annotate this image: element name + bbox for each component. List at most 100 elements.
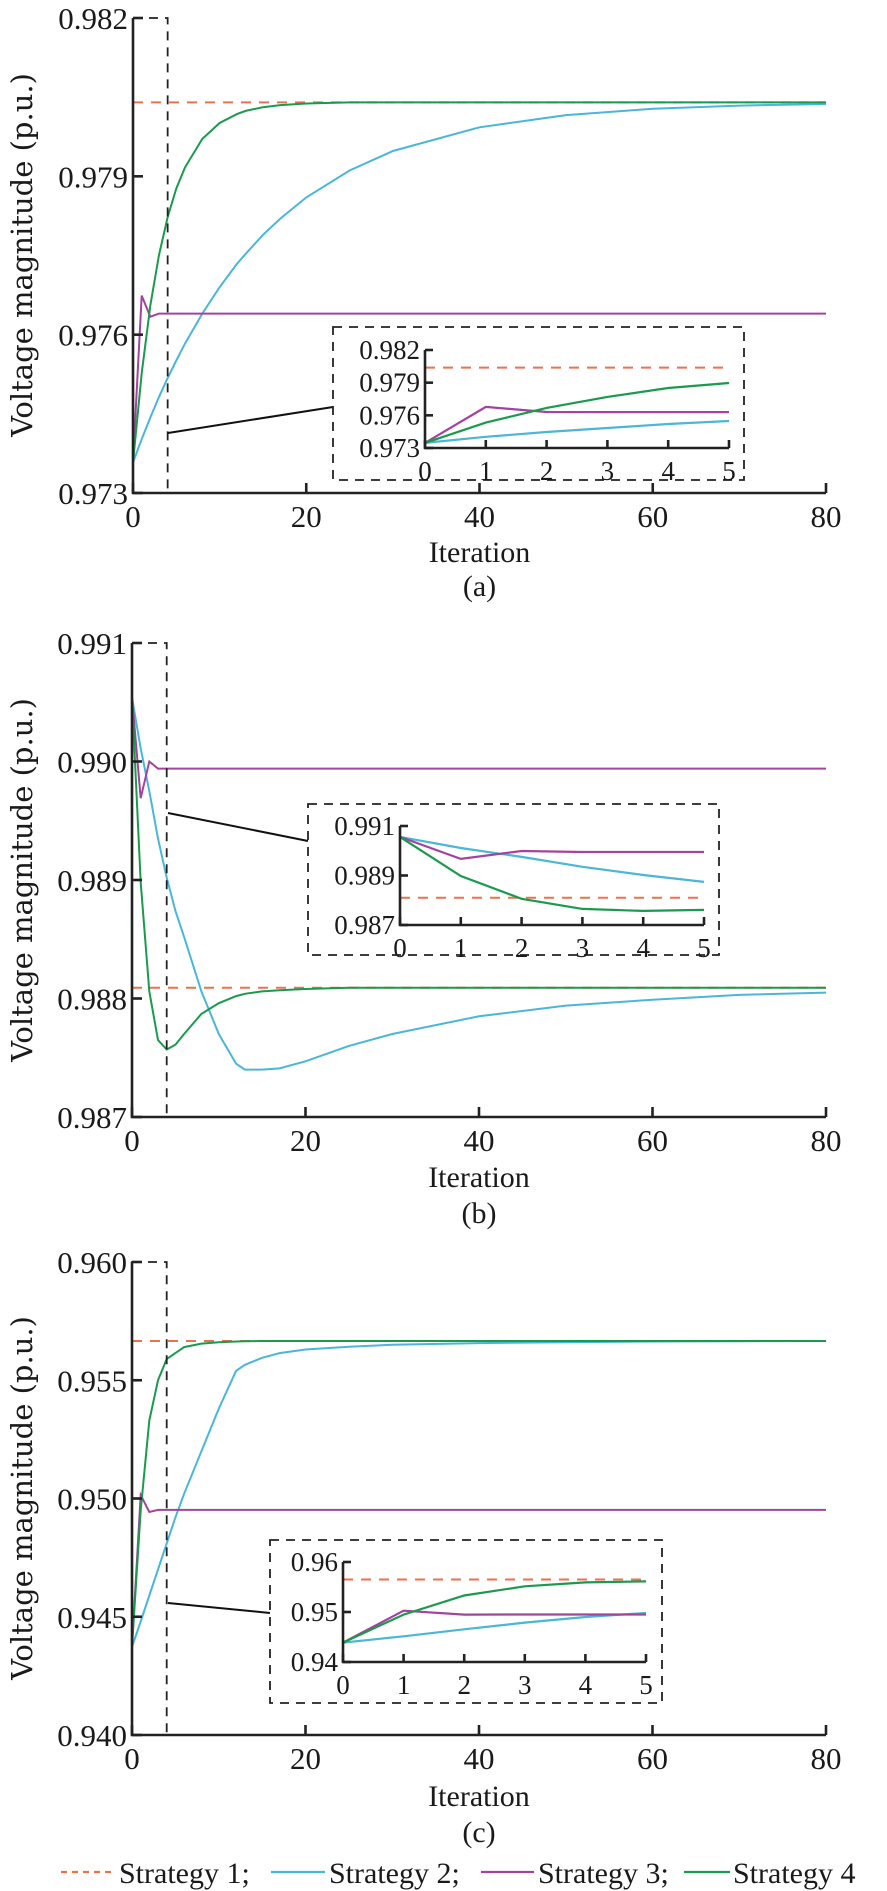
inset-x-tick-label: 4 xyxy=(636,933,650,963)
inset-x-tick-label: 3 xyxy=(601,456,615,486)
axes-lines xyxy=(130,643,826,1119)
x-tick-label: 80 xyxy=(811,1123,842,1158)
y-tick-label: 0.973 xyxy=(58,476,128,511)
legend-label-strategy-1: Strategy 1; xyxy=(119,1857,250,1890)
y-tick-label: 0.976 xyxy=(58,318,128,353)
inset-plot: 0 1 2 3 4 5 0.987 0.989 0.991 xyxy=(334,811,711,963)
legend: Strategy 1; Strategy 2; Strategy 3; Strateg… xyxy=(61,1857,855,1890)
inset-y-tick-label: 0.973 xyxy=(359,433,420,463)
inset-series-line-strategy-4 xyxy=(399,835,705,913)
panel-label: (a) xyxy=(463,570,496,603)
x-tick-label: 40 xyxy=(464,499,495,534)
x-axis-title: Iteration xyxy=(429,536,531,569)
legend-label-strategy-2: Strategy 2; xyxy=(329,1857,460,1890)
y-tick-label: 0.987 xyxy=(57,1100,127,1135)
inset-x-tick-label: 0 xyxy=(336,1670,350,1700)
y-tick-label: 0.945 xyxy=(57,1600,127,1635)
panel-c: 0 20 40 60 80 0.940 0.945 0.950 0.955 0.960 0 1 2 3 4 5… xyxy=(5,1245,842,1849)
x-tick-label: 20 xyxy=(291,499,322,534)
inset-series-line-strategy-2 xyxy=(342,1611,647,1644)
x-tick-label: 0 xyxy=(124,1123,140,1158)
x-tick-label: 40 xyxy=(464,1123,495,1158)
inset-x-tick-label: 3 xyxy=(518,1670,532,1700)
inset-axes-lines xyxy=(341,1562,646,1664)
y-tick-label: 0.950 xyxy=(57,1482,127,1517)
inset-series-line-strategy-3 xyxy=(424,405,729,444)
inset-y-tick-label: 0.989 xyxy=(334,861,395,891)
inset-x-tick-label: 3 xyxy=(576,933,590,963)
x-tick-label: 60 xyxy=(637,1741,668,1776)
panel-label: (c) xyxy=(462,1816,495,1849)
y-tick-label: 0.982 xyxy=(58,1,128,36)
panel-b: 0 20 40 60 80 0.987 0.988 0.989 0.990 0.991 0 1 2 3 4 5… xyxy=(5,626,842,1230)
series-line-strategy-3 xyxy=(131,1491,826,1647)
inset-x-tick-label: 5 xyxy=(697,933,711,963)
series-line-strategy-4 xyxy=(131,697,826,1051)
x-axis-title: Iteration xyxy=(428,1161,530,1194)
y-tick-label: 0.988 xyxy=(57,982,127,1017)
zoom-connector-line xyxy=(167,406,334,434)
y-tick-label: 0.955 xyxy=(57,1363,127,1398)
inset-frame xyxy=(307,803,720,956)
legend-label-strategy-4: Strategy 4 xyxy=(733,1857,855,1890)
zoom-region-box xyxy=(131,642,168,1118)
series-line-strategy-4 xyxy=(131,1340,826,1647)
inset-series-line-strategy-4 xyxy=(342,1580,647,1644)
inset-frame xyxy=(332,326,745,481)
inset-y-tick-label: 0.982 xyxy=(359,335,420,365)
inset-y-tick-label: 0.94 xyxy=(291,1647,339,1677)
inset-y-tick-label: 0.96 xyxy=(291,1547,338,1577)
x-tick-label: 0 xyxy=(124,1741,140,1776)
inset-x-tick-label: 4 xyxy=(661,456,675,486)
inset-x-tick-label: 1 xyxy=(397,1670,411,1700)
inset-y-tick-label: 0.991 xyxy=(334,811,395,841)
y-axis-title: Voltage magnitude (p.u.) xyxy=(5,698,39,1063)
zoom-connector-line xyxy=(167,812,309,842)
y-tick-label: 0.979 xyxy=(58,159,128,194)
zoom-region-box xyxy=(132,17,169,494)
inset-x-tick-label: 1 xyxy=(454,933,468,963)
series-line-strategy-2 xyxy=(132,103,827,463)
y-tick-label: 0.991 xyxy=(57,626,127,661)
inset-x-tick-label: 5 xyxy=(639,1670,653,1700)
legend-label-strategy-3: Strategy 3; xyxy=(538,1857,669,1890)
inset-y-tick-label: 0.987 xyxy=(334,910,395,940)
y-tick-label: 0.960 xyxy=(57,1245,127,1280)
y-tick-label: 0.989 xyxy=(57,863,127,898)
inset-x-tick-label: 5 xyxy=(722,456,736,486)
panel-label: (b) xyxy=(462,1197,497,1230)
inset-y-tick-label: 0.979 xyxy=(359,368,420,398)
series-line-strategy-2 xyxy=(131,697,827,1071)
inset-series-line-strategy-4 xyxy=(424,381,730,444)
inset-series-line-strategy-2 xyxy=(399,835,705,883)
inset-series-line-strategy-3 xyxy=(342,1609,646,1644)
x-tick-label: 0 xyxy=(125,499,141,534)
series-line-strategy-4 xyxy=(132,101,826,463)
zoom-region-box xyxy=(131,1261,168,1736)
x-tick-label: 80 xyxy=(811,499,842,534)
inset-x-tick-label: 0 xyxy=(418,456,432,486)
x-tick-label: 20 xyxy=(290,1123,321,1158)
axes-lines xyxy=(130,1262,826,1737)
x-tick-label: 60 xyxy=(637,1123,668,1158)
series-line-strategy-3 xyxy=(132,295,826,463)
y-tick-label: 0.940 xyxy=(57,1718,127,1753)
y-axis-title: Voltage magnitude (p.u.) xyxy=(5,1316,39,1681)
x-tick-label: 40 xyxy=(464,1741,495,1776)
inset-x-tick-label: 4 xyxy=(579,1670,593,1700)
inset-x-tick-label: 1 xyxy=(479,456,493,486)
inset-x-tick-label: 0 xyxy=(393,933,407,963)
y-tick-label: 0.990 xyxy=(57,745,127,780)
inset-x-tick-label: 2 xyxy=(457,1670,471,1700)
inset-x-tick-label: 2 xyxy=(540,456,554,486)
zoom-connector-line xyxy=(167,1602,271,1614)
inset-plot: 0 1 2 3 4 5 0.94 0.95 0.96 xyxy=(291,1547,653,1700)
inset-y-tick-label: 0.976 xyxy=(359,400,420,430)
inset-series-line-strategy-2 xyxy=(424,419,730,444)
inset-y-tick-label: 0.95 xyxy=(291,1597,338,1627)
series-line-strategy-3 xyxy=(131,697,826,799)
inset-x-tick-label: 2 xyxy=(515,933,529,963)
